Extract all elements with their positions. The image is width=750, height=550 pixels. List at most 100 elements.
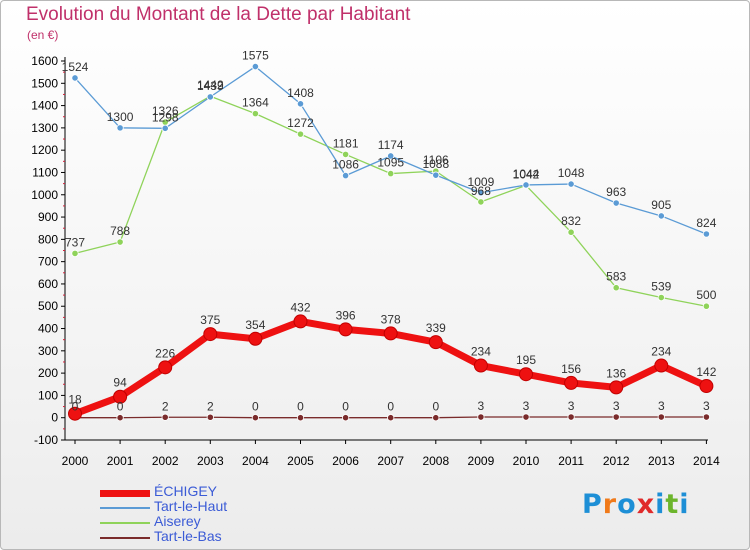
data-label: 2 <box>162 399 169 413</box>
data-label: 396 <box>336 308 356 322</box>
data-point <box>564 375 579 390</box>
legend-swatch <box>100 537 150 539</box>
x-tick-label: 2000 <box>62 454 89 468</box>
data-point <box>113 389 128 404</box>
data-label: 2 <box>207 399 214 413</box>
data-label: 500 <box>696 288 716 302</box>
data-point <box>657 212 665 220</box>
data-point <box>612 199 620 207</box>
data-label: 1575 <box>242 49 269 63</box>
data-label: 968 <box>471 184 491 198</box>
x-tick-label: 2008 <box>422 454 449 468</box>
data-point <box>387 152 395 160</box>
x-tick-label: 2010 <box>513 454 540 468</box>
legend-swatch <box>100 507 150 509</box>
x-tick-label: 2001 <box>107 454 134 468</box>
data-point <box>473 358 488 373</box>
y-tick-label: -100 <box>34 433 58 447</box>
data-point <box>522 413 530 421</box>
y-tick-label: 1000 <box>31 188 58 202</box>
x-tick-label: 2006 <box>332 454 359 468</box>
data-label: 0 <box>117 400 124 414</box>
data-label: 94 <box>113 376 127 390</box>
data-label: 1042 <box>513 167 540 181</box>
data-label: 1439 <box>197 79 224 93</box>
data-label: 539 <box>651 280 671 294</box>
data-label: 3 <box>568 399 575 413</box>
data-point <box>657 413 665 421</box>
data-point <box>293 314 308 329</box>
y-tick-label: 900 <box>38 210 58 224</box>
data-label: 1408 <box>287 86 314 100</box>
data-point <box>296 414 305 422</box>
x-tick-label: 2013 <box>648 454 675 468</box>
data-label: 375 <box>200 313 220 327</box>
y-tick-label: 600 <box>38 277 58 291</box>
y-tick-label: 1200 <box>31 143 58 157</box>
data-point <box>338 322 353 337</box>
data-label: 832 <box>561 214 581 228</box>
data-point <box>702 230 711 238</box>
x-tick-label: 2012 <box>603 454 630 468</box>
y-tick-label: 1300 <box>31 121 58 135</box>
data-label: 0 <box>297 400 304 414</box>
data-label: 1009 <box>468 175 495 189</box>
data-point <box>296 130 305 138</box>
legend-label: Tart-le-Bas <box>154 528 222 544</box>
data-point <box>477 189 485 197</box>
data-label: 156 <box>561 362 581 376</box>
x-tick-label: 2004 <box>242 454 269 468</box>
data-point <box>477 198 485 206</box>
data-label: 226 <box>155 346 175 360</box>
y-tick-label: 700 <box>38 255 58 269</box>
data-label: 0 <box>432 400 439 414</box>
data-label: 583 <box>606 270 626 284</box>
data-label: 234 <box>471 345 491 359</box>
y-tick-label: 1500 <box>31 76 58 90</box>
data-label: 1088 <box>422 157 449 171</box>
data-point <box>657 293 665 302</box>
y-tick-label: 1100 <box>32 165 58 179</box>
y-tick-label: 400 <box>38 322 58 336</box>
data-point <box>387 414 395 422</box>
data-point <box>702 413 711 421</box>
data-point <box>612 284 620 292</box>
y-tick-label: 500 <box>38 299 58 313</box>
data-point <box>248 331 263 346</box>
data-label: 1524 <box>62 60 89 74</box>
data-label: 3 <box>478 399 485 413</box>
x-tick-label: 2007 <box>377 454 404 468</box>
legend-label: Aiserey <box>154 513 201 529</box>
legend-label: Tart-le-Haut <box>154 498 228 514</box>
data-point <box>609 380 624 395</box>
data-label: 136 <box>606 366 626 380</box>
data-label: 0 <box>72 400 79 414</box>
data-label: 432 <box>290 300 310 314</box>
data-point <box>341 414 350 422</box>
data-label: 788 <box>110 224 130 238</box>
data-point <box>161 413 169 421</box>
data-point <box>251 414 259 422</box>
data-point <box>428 335 443 350</box>
legend-swatch <box>100 490 150 497</box>
data-label: 1364 <box>242 96 269 110</box>
chart-title: Evolution du Montant de la Dette par Hab… <box>26 4 411 25</box>
data-label: 1298 <box>152 110 179 124</box>
data-point <box>251 110 259 118</box>
data-point <box>203 327 218 342</box>
data-point <box>206 93 214 101</box>
data-label: 1181 <box>333 136 359 150</box>
data-point <box>68 406 82 421</box>
data-point <box>116 414 124 422</box>
data-label: 1095 <box>377 156 404 170</box>
x-tick-label: 2002 <box>152 454 179 468</box>
data-label: 195 <box>516 353 536 367</box>
y-tick-label: 1400 <box>31 99 58 113</box>
data-label: 354 <box>245 318 265 332</box>
x-tick-label: 2009 <box>468 454 495 468</box>
data-label: 3 <box>523 399 530 413</box>
data-point <box>116 238 124 246</box>
data-point <box>519 367 533 382</box>
